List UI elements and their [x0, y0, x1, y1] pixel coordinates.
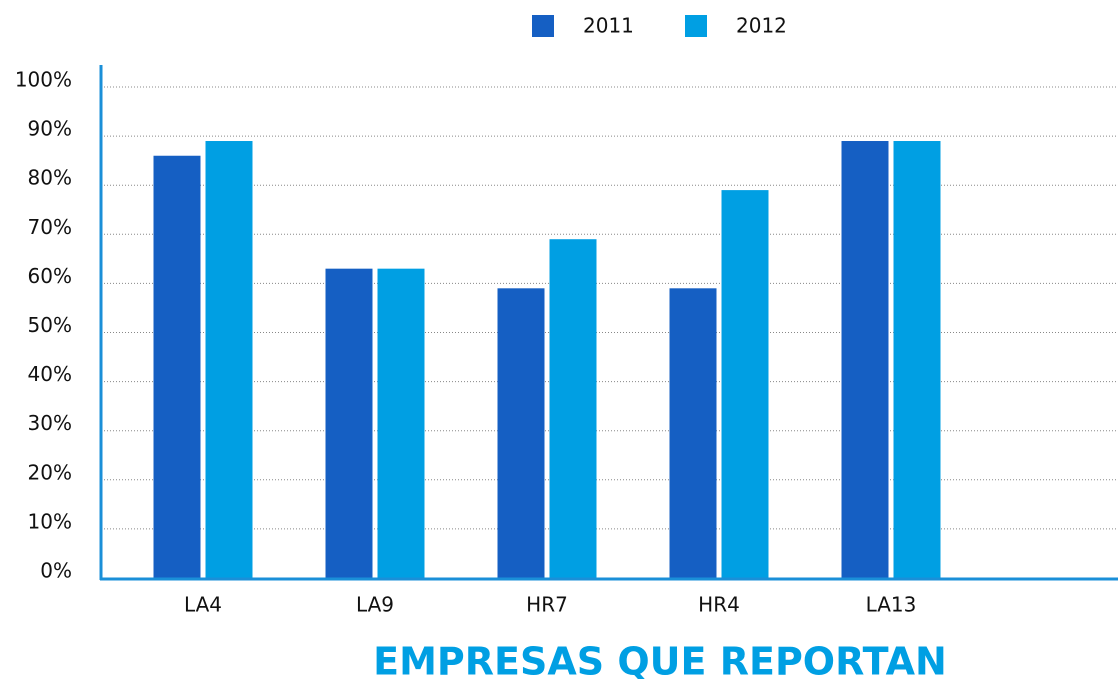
- x-tick-label: LA9: [356, 593, 394, 617]
- bar: [893, 141, 941, 578]
- y-tick-label: 10%: [28, 509, 72, 533]
- y-tick-label: 80%: [28, 166, 72, 190]
- bar: [497, 288, 545, 578]
- legend-label: 2011: [583, 14, 634, 38]
- bar: [153, 155, 201, 579]
- x-tick-label: HR4: [698, 593, 740, 617]
- bar: [549, 239, 597, 578]
- y-tick-label: 90%: [28, 117, 72, 141]
- x-tick-label: LA13: [866, 593, 917, 617]
- legend-swatch: [532, 15, 554, 37]
- bar: [669, 288, 717, 578]
- y-tick-label: 60%: [28, 264, 72, 288]
- y-tick-label: 100%: [15, 68, 72, 92]
- bar: [721, 190, 769, 579]
- y-tick-label: 70%: [28, 215, 72, 239]
- y-tick-label: 0%: [40, 559, 72, 583]
- legend-swatch: [685, 15, 707, 37]
- chart-title: EMPRESAS QUE REPORTAN: [373, 640, 947, 680]
- x-tick-label: HR7: [526, 593, 568, 617]
- bar: [325, 268, 373, 578]
- y-tick-label: 20%: [28, 460, 72, 484]
- bar: [377, 268, 425, 578]
- bar: [205, 141, 253, 578]
- y-tick-label: 50%: [28, 313, 72, 337]
- legend-label: 2012: [736, 14, 787, 38]
- x-tick-label: LA4: [184, 593, 222, 617]
- bar: [841, 141, 889, 578]
- y-tick-label: 40%: [28, 362, 72, 386]
- y-tick-label: 30%: [28, 411, 72, 435]
